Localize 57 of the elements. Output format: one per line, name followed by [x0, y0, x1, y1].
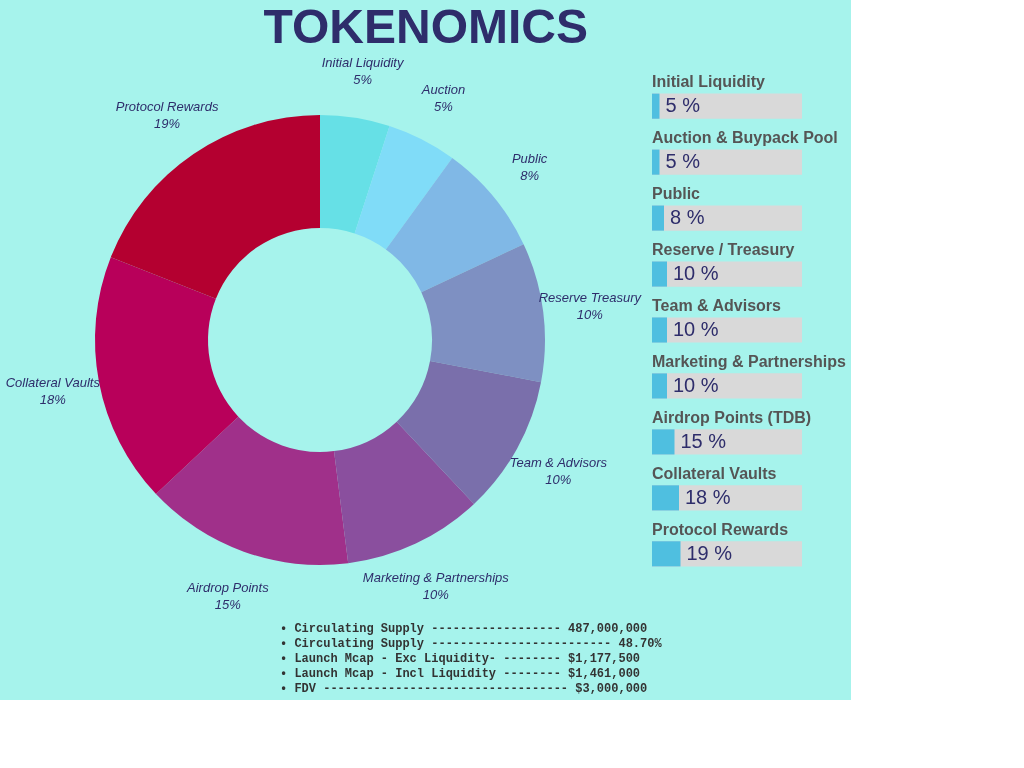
bar [652, 149, 660, 175]
category-label: Team & Advisors [652, 297, 781, 314]
category-label: Collateral Vaults [652, 464, 777, 482]
bar [652, 317, 667, 343]
text: • FDV ---------------------------------- $3,000,000 [280, 681, 648, 696]
slice-label: Public [511, 150, 548, 166]
category-label: Public [652, 185, 701, 203]
data-label: 19 % [686, 541, 733, 564]
data-label: 5% [353, 72, 372, 88]
slice-label: Team & Advisors [509, 455, 608, 471]
data-label: 10% [422, 587, 449, 603]
category-label: Auction & Buypack Pool [652, 129, 838, 147]
slice-label: Protocol Rewards [115, 99, 219, 115]
data-label: 8 % [670, 206, 705, 229]
category-label: Protocol Rewards [652, 520, 789, 538]
text: • Launch Mcap - Exc Liquidity- -------- $1,177,500 [280, 651, 641, 666]
donut-slice [110, 115, 320, 299]
bar [652, 541, 681, 567]
category-label: Reserve / Treasury [652, 241, 795, 259]
category-label: Initial Liquidity [652, 73, 765, 91]
data-label: 5% [434, 98, 453, 114]
bar [652, 485, 679, 511]
data-label: 8% [520, 167, 539, 183]
data-label: 15 % [680, 429, 727, 452]
text: • Circulating Supply ------------------------- 48.70% [280, 636, 663, 651]
donut-slice [334, 421, 475, 564]
donut-slice [396, 360, 542, 505]
data-label: 18 % [685, 485, 731, 508]
bar [652, 373, 667, 399]
data-label: 5 % [665, 150, 701, 173]
bar [652, 429, 675, 455]
data-label: 10 % [673, 318, 719, 340]
slice-label: Marketing & Partnerships [362, 570, 510, 586]
bar [652, 261, 667, 287]
data-label: 15% [214, 596, 241, 612]
slice-label: Reserve Treasury [538, 289, 643, 305]
text: • Launch Mcap - Incl Liquidity -------- $1,461,000 [280, 666, 641, 681]
chart-title: TOKENOMICS [263, 0, 589, 54]
category-label: Airdrop Points (TDB) [652, 408, 812, 426]
data-label: 19% [154, 116, 181, 132]
slice-label: Initial Liquidity [321, 55, 405, 71]
bar [652, 205, 664, 231]
text: • Circulating Supply ------------------ 487,000,000 [280, 621, 648, 636]
slice-label: Collateral Vaults [5, 374, 101, 390]
data-label: 5 % [665, 94, 701, 117]
donut-slice [320, 115, 390, 234]
data-label: 10 % [673, 262, 719, 285]
donut-slice [155, 416, 349, 565]
data-label: 18% [39, 391, 66, 407]
data-label: 10% [545, 472, 572, 488]
data-label: 10% [576, 306, 603, 322]
donut-slice [354, 126, 453, 250]
slice-label: Airdrop Points [186, 579, 270, 595]
data-label: 10 % [673, 373, 719, 396]
slice-label: Auction [420, 81, 466, 97]
category-label: Marketing & Partnerships [652, 352, 846, 370]
bar [652, 93, 660, 119]
